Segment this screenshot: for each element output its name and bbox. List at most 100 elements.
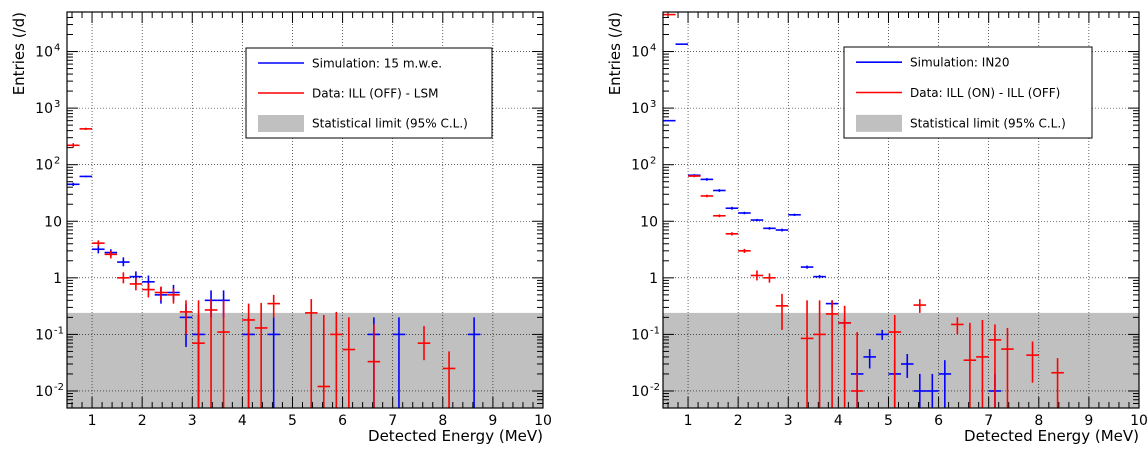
plot-frame: [662, 11, 1140, 409]
simulation-point: [926, 373, 939, 408]
x-tick-label: 4: [834, 413, 843, 429]
simulation-point: [938, 360, 952, 408]
y-tick-exponent: -1: [650, 325, 660, 336]
legend-swatch-limit: [258, 115, 304, 132]
data-point: [963, 322, 977, 408]
data-point: [850, 332, 864, 408]
x-tick-label: 5: [884, 413, 893, 429]
y-tick-label: 10: [35, 158, 53, 174]
data-point: [317, 315, 331, 408]
y-tick-label: 1: [649, 271, 658, 287]
data-point: [442, 351, 456, 408]
data-point: [1051, 358, 1064, 408]
x-tick-label: 1: [88, 413, 97, 429]
y-tick-exponent: -2: [650, 382, 660, 393]
simulation-point: [800, 265, 814, 269]
x-axis-label: Detected Energy (MeV): [964, 427, 1139, 445]
simulation-point: [713, 189, 726, 192]
simulation-point: [863, 349, 876, 369]
data-point: [738, 248, 751, 253]
data-point: [988, 324, 1002, 408]
data-point: [179, 300, 193, 335]
x-tick-label: 9: [488, 413, 497, 429]
legend-label-data: Data: ILL (OFF) - LSM: [312, 87, 438, 101]
statistical-limit-band: [67, 312, 543, 408]
simulation-point: [901, 354, 914, 378]
data-point: [79, 127, 93, 131]
y-tick-exponent: 3: [650, 99, 656, 110]
legend-label-limit: Statistical limit (95% C.L.): [910, 116, 1066, 130]
simulation-point: [467, 317, 481, 408]
y-tick-exponent: -2: [54, 382, 64, 393]
data-point: [813, 300, 826, 408]
y-tick-exponent: 3: [54, 99, 60, 110]
data-point: [713, 214, 726, 218]
simulation-point: [750, 218, 764, 222]
data-point: [700, 194, 714, 198]
simulation-point: [92, 245, 105, 254]
y-tick-exponent: 2: [54, 156, 60, 167]
data-point: [142, 283, 155, 298]
data-point: [154, 286, 168, 301]
plot-frame: [66, 11, 544, 409]
x-tick-label: 1: [684, 413, 693, 429]
simulation-point: [117, 257, 130, 267]
data-point: [192, 300, 205, 408]
legend-swatch-limit: [856, 114, 902, 132]
x-tick-label: 3: [188, 413, 197, 429]
y-tick-exponent: 2: [650, 156, 656, 167]
simulation-point: [700, 178, 714, 181]
y-tick-label: 1: [53, 271, 62, 287]
data-point: [688, 174, 701, 178]
data-point: [217, 300, 230, 408]
data-point: [204, 299, 218, 408]
y-tick-label: 10: [640, 214, 658, 230]
data-point: [267, 294, 280, 318]
y-tick-label: 10: [35, 101, 53, 117]
y-tick-label: 10: [631, 101, 649, 117]
simulation-point: [913, 373, 927, 408]
data-point: [825, 300, 839, 408]
x-tick-label: 5: [288, 413, 297, 429]
x-tick-label: 3: [784, 413, 793, 429]
data-series: [663, 13, 1064, 408]
data-point: [888, 315, 901, 408]
data-point: [167, 288, 180, 304]
y-tick-exponent: 4: [650, 43, 656, 54]
data-point: [763, 273, 776, 283]
y-tick-label: 10: [631, 158, 649, 174]
simulation-point: [738, 211, 751, 215]
x-tick-label: 6: [338, 413, 347, 429]
data-point: [913, 299, 927, 313]
simulation-point: [267, 317, 280, 408]
data-point: [663, 13, 676, 16]
data-point: [800, 300, 814, 408]
y-tick-label: 10: [35, 384, 53, 400]
data-point: [1026, 341, 1039, 383]
legend: Simulation: IN20 Data: ILL (ON) - ILL (OF…: [843, 46, 1093, 139]
simulation-point: [813, 275, 826, 279]
data-point: [330, 311, 343, 408]
y-tick-label: 10: [35, 327, 53, 343]
axis-ticks: [663, 11, 1140, 409]
simulation-point: [788, 213, 801, 216]
legend: Simulation: 15 m.w.e. Data: ILL (OFF) - L…: [245, 47, 493, 139]
data-point: [92, 240, 105, 247]
x-tick-label: 9: [1084, 413, 1093, 429]
simulation-point: [763, 227, 776, 230]
data-point: [417, 326, 431, 361]
x-tick-label: 8: [1034, 413, 1043, 429]
y-tick-exponent: -1: [54, 325, 64, 336]
data-point: [342, 317, 356, 408]
data-point: [305, 299, 318, 408]
data-point: [117, 272, 130, 284]
statistical-limit-band: [663, 312, 1139, 408]
data-point: [976, 319, 989, 408]
y-axis-label: Entries (/d): [10, 12, 28, 95]
legend-label-simulation: Simulation: 15 m.w.e.: [312, 57, 442, 71]
x-tick-label: 4: [238, 413, 247, 429]
x-tick-label: 7: [388, 413, 397, 429]
simulation-point: [392, 317, 406, 408]
